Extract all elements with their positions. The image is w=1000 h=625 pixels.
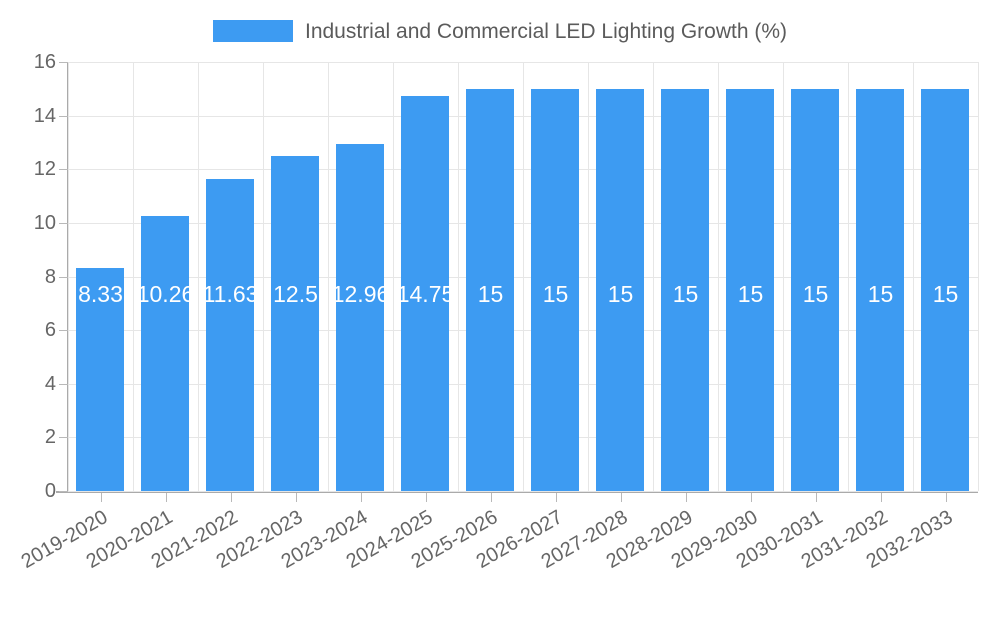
x-axis-tick-mark — [231, 493, 232, 502]
y-axis-tick-mark — [59, 223, 68, 224]
y-axis-tick-label: 10 — [12, 213, 56, 233]
x-axis-tick-mark — [556, 493, 557, 502]
bar[interactable] — [921, 89, 969, 491]
gridline-vertical — [783, 62, 784, 491]
y-axis-tick-label: 16 — [12, 52, 56, 72]
y-axis-tick-label: 2 — [12, 427, 56, 447]
gridline-vertical — [263, 62, 264, 491]
gridline-vertical — [393, 62, 394, 491]
bar[interactable] — [271, 156, 319, 491]
y-axis-tick-label: 14 — [12, 106, 56, 126]
x-axis-tick-mark — [946, 493, 947, 502]
gridline-vertical — [718, 62, 719, 491]
bar[interactable] — [336, 144, 384, 491]
chart-container: Industrial and Commercial LED Lighting G… — [0, 0, 1000, 600]
bar[interactable] — [206, 179, 254, 491]
gridline-vertical — [523, 62, 524, 491]
bar[interactable] — [726, 89, 774, 491]
gridline-vertical — [133, 62, 134, 491]
y-axis-tick-label: 4 — [12, 374, 56, 394]
y-axis-tick-mark — [59, 277, 68, 278]
gridline-vertical — [848, 62, 849, 491]
x-axis-tick-mark — [166, 493, 167, 502]
chart-legend: Industrial and Commercial LED Lighting G… — [0, 14, 1000, 48]
legend-color-swatch — [213, 20, 293, 42]
y-axis-tick-label: 8 — [12, 267, 56, 287]
gridline-vertical — [458, 62, 459, 491]
legend-label[interactable]: Industrial and Commercial LED Lighting G… — [305, 21, 787, 42]
bar[interactable] — [401, 96, 449, 491]
x-axis-tick-mark — [621, 493, 622, 502]
bar[interactable] — [141, 216, 189, 491]
y-axis-tick-mark — [59, 116, 68, 117]
y-axis-ticks: 0 2 4 6 8 10 12 14 16 — [0, 0, 56, 600]
x-axis-tick-mark — [361, 493, 362, 502]
y-axis-tick-label: 0 — [12, 481, 56, 501]
x-axis-tick-mark — [101, 493, 102, 502]
gridline-vertical — [198, 62, 199, 491]
x-axis-tick-mark — [881, 493, 882, 502]
gridline-vertical — [328, 62, 329, 491]
x-axis-tick-mark — [751, 493, 752, 502]
y-axis-tick-label: 12 — [12, 159, 56, 179]
x-axis-tick-mark — [296, 493, 297, 502]
y-axis-tick-mark — [59, 62, 68, 63]
gridline-vertical — [588, 62, 589, 491]
y-axis-tick-label: 6 — [12, 320, 56, 340]
y-axis-tick-mark — [59, 437, 68, 438]
bar[interactable] — [466, 89, 514, 491]
x-axis-tick-mark — [491, 493, 492, 502]
y-axis-tick-mark — [59, 491, 68, 492]
bar[interactable] — [661, 89, 709, 491]
bar[interactable] — [76, 268, 124, 491]
x-axis-tick-mark — [816, 493, 817, 502]
gridline-vertical — [913, 62, 914, 491]
x-axis-tick-mark — [686, 493, 687, 502]
bar[interactable] — [791, 89, 839, 491]
bar[interactable] — [856, 89, 904, 491]
bar[interactable] — [596, 89, 644, 491]
gridline-vertical — [68, 62, 69, 491]
x-axis-tick-mark — [426, 493, 427, 502]
gridline-vertical — [978, 62, 979, 491]
plot-area — [68, 62, 978, 491]
y-axis-tick-mark — [59, 384, 68, 385]
y-axis-tick-mark — [59, 169, 68, 170]
bar[interactable] — [531, 89, 579, 491]
gridline-horizontal — [68, 491, 978, 492]
gridline-vertical — [653, 62, 654, 491]
y-axis-tick-mark — [59, 330, 68, 331]
